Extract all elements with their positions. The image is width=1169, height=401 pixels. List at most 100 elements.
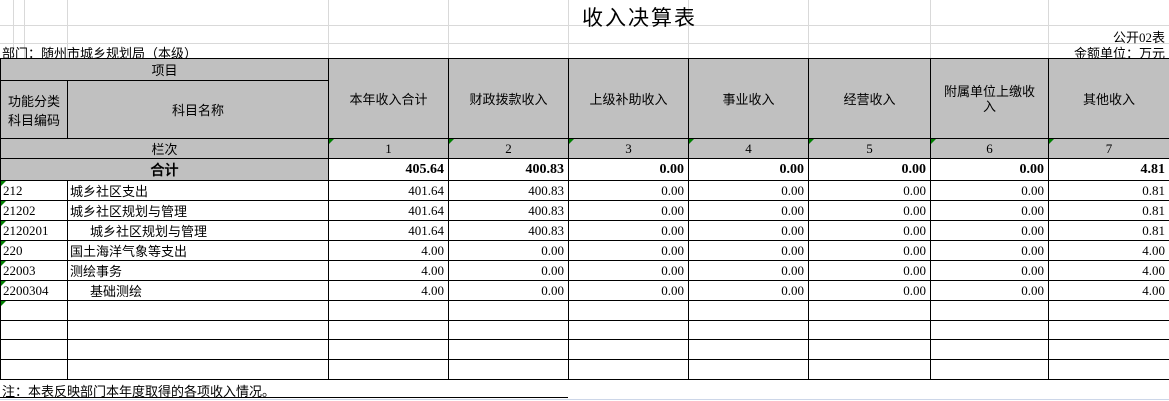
cell-value[interactable]: 0.00 xyxy=(688,220,810,241)
cell-lanci-label[interactable]: 栏次 xyxy=(0,138,330,159)
cell-function-code-header[interactable]: 功能分类 科目编码 xyxy=(0,80,68,139)
cell-value[interactable]: 401.64 xyxy=(328,200,450,221)
cell-column-number[interactable]: 3 xyxy=(568,138,690,159)
cell-subject-name[interactable]: 城乡社区支出 xyxy=(66,180,330,201)
cell-subject-name-header[interactable]: 科目名称 xyxy=(66,80,330,139)
cell-value[interactable]: 0.00 xyxy=(688,240,810,261)
cell-value[interactable]: 0.00 xyxy=(930,220,1050,241)
cell-value[interactable]: 0.00 xyxy=(448,260,570,281)
cell-value[interactable] xyxy=(688,300,810,321)
cell-value[interactable]: 4.00 xyxy=(1048,240,1169,261)
cell-value[interactable] xyxy=(568,319,690,341)
cell-subject-name[interactable] xyxy=(66,300,330,321)
cell-value[interactable] xyxy=(930,319,1050,341)
cell-value[interactable] xyxy=(448,319,570,341)
cell-value[interactable]: 0.00 xyxy=(808,200,932,221)
cell-code[interactable] xyxy=(0,319,68,341)
cell-value[interactable]: 0.81 xyxy=(1048,180,1169,201)
cell-value[interactable]: 0.00 xyxy=(808,180,932,201)
cell-column-number[interactable]: 5 xyxy=(808,138,932,159)
cell-value[interactable]: 0.00 xyxy=(808,240,932,261)
cell-value[interactable] xyxy=(568,300,690,321)
cell-code[interactable] xyxy=(0,339,68,361)
cell-subject-name[interactable]: 城乡社区规划与管理 xyxy=(66,200,330,221)
cell-value[interactable]: 0.00 xyxy=(688,280,810,301)
cell-subject-name[interactable]: 城乡社区规划与管理 xyxy=(66,220,330,241)
cell-value[interactable] xyxy=(448,300,570,321)
cell-total-value[interactable]: 4.81 xyxy=(1048,158,1169,181)
cell-value[interactable]: 0.00 xyxy=(930,280,1050,301)
cell-value[interactable]: 0.00 xyxy=(568,200,690,221)
cell-value[interactable]: 4.00 xyxy=(1048,260,1169,281)
cell-value[interactable]: 0.00 xyxy=(688,200,810,221)
cell-code[interactable]: 212 xyxy=(0,180,68,201)
cell-value[interactable]: 0.00 xyxy=(688,260,810,281)
cell-value[interactable] xyxy=(328,319,450,341)
cell-column-number[interactable]: 2 xyxy=(448,138,570,159)
cell-value[interactable]: 0.00 xyxy=(808,280,932,301)
cell-value[interactable]: 0.00 xyxy=(568,240,690,261)
cell-value[interactable] xyxy=(688,319,810,341)
cell-column-header-fiscal-appropriation[interactable]: 财政拨款收入 xyxy=(448,58,570,139)
cell-total-value[interactable]: 405.64 xyxy=(328,158,450,181)
cell-value[interactable]: 0.00 xyxy=(930,180,1050,201)
cell-value[interactable] xyxy=(808,339,932,361)
cell-value[interactable] xyxy=(448,359,570,380)
cell-value[interactable] xyxy=(328,359,450,380)
cell-value[interactable]: 4.00 xyxy=(1048,280,1169,301)
cell-value[interactable]: 4.00 xyxy=(328,240,450,261)
cell-value[interactable]: 4.00 xyxy=(328,260,450,281)
cell-value[interactable] xyxy=(808,359,932,380)
cell-column-header-affiliated-units[interactable]: 附属单位上缴收入 xyxy=(930,58,1050,139)
cell-total-value[interactable]: 400.83 xyxy=(448,158,570,181)
cell-value[interactable] xyxy=(688,339,810,361)
cell-column-header-total-income[interactable]: 本年收入合计 xyxy=(328,58,450,139)
cell-value[interactable]: 0.00 xyxy=(568,260,690,281)
cell-subject-name[interactable] xyxy=(66,319,330,341)
cell-value[interactable]: 0.00 xyxy=(808,220,932,241)
cell-value[interactable]: 400.83 xyxy=(448,200,570,221)
cell-subject-name[interactable] xyxy=(66,339,330,361)
cell-column-header-other-income[interactable]: 其他收入 xyxy=(1048,58,1169,139)
cell-value[interactable] xyxy=(930,359,1050,380)
cell-code[interactable]: 2120201 xyxy=(0,220,68,241)
cell-value[interactable]: 0.00 xyxy=(568,280,690,301)
cell-total-label[interactable]: 合计 xyxy=(0,158,330,181)
cell-code[interactable]: 22003 xyxy=(0,260,68,281)
cell-value[interactable] xyxy=(448,339,570,361)
cell-column-number[interactable]: 7 xyxy=(1048,138,1169,159)
cell-value[interactable]: 0.81 xyxy=(1048,200,1169,221)
cell-value[interactable] xyxy=(1048,300,1169,321)
cell-value[interactable]: 0.00 xyxy=(930,200,1050,221)
cell-total-value[interactable]: 0.00 xyxy=(930,158,1050,181)
cell-project-header[interactable]: 项目 xyxy=(0,58,330,81)
cell-code[interactable] xyxy=(0,359,68,380)
cell-code[interactable]: 2200304 xyxy=(0,280,68,301)
cell-value[interactable] xyxy=(808,319,932,341)
cell-total-value[interactable]: 0.00 xyxy=(688,158,810,181)
cell-value[interactable]: 400.83 xyxy=(448,180,570,201)
cell-code[interactable]: 21202 xyxy=(0,200,68,221)
cell-value[interactable]: 401.64 xyxy=(328,220,450,241)
cell-value[interactable] xyxy=(808,300,932,321)
cell-value[interactable] xyxy=(1048,319,1169,341)
cell-value[interactable]: 400.83 xyxy=(448,220,570,241)
cell-value[interactable]: 0.00 xyxy=(568,180,690,201)
cell-value[interactable] xyxy=(328,339,450,361)
cell-total-value[interactable]: 0.00 xyxy=(808,158,932,181)
cell-value[interactable] xyxy=(568,339,690,361)
cell-total-value[interactable]: 0.00 xyxy=(568,158,690,181)
cell-value[interactable]: 0.00 xyxy=(448,240,570,261)
cell-column-number[interactable]: 1 xyxy=(328,138,450,159)
cell-value[interactable]: 0.00 xyxy=(448,280,570,301)
cell-value[interactable]: 4.00 xyxy=(328,280,450,301)
cell-value[interactable]: 0.00 xyxy=(930,260,1050,281)
cell-subject-name[interactable]: 基础测绘 xyxy=(66,280,330,301)
cell-value[interactable]: 0.00 xyxy=(808,260,932,281)
cell-column-header-superior-subsidy[interactable]: 上级补助收入 xyxy=(568,58,690,139)
cell-code[interactable] xyxy=(0,300,68,321)
cell-value[interactable]: 0.00 xyxy=(930,240,1050,261)
cell-value[interactable] xyxy=(1048,339,1169,361)
cell-column-header-business-income[interactable]: 事业收入 xyxy=(688,58,810,139)
cell-value[interactable] xyxy=(1048,359,1169,380)
